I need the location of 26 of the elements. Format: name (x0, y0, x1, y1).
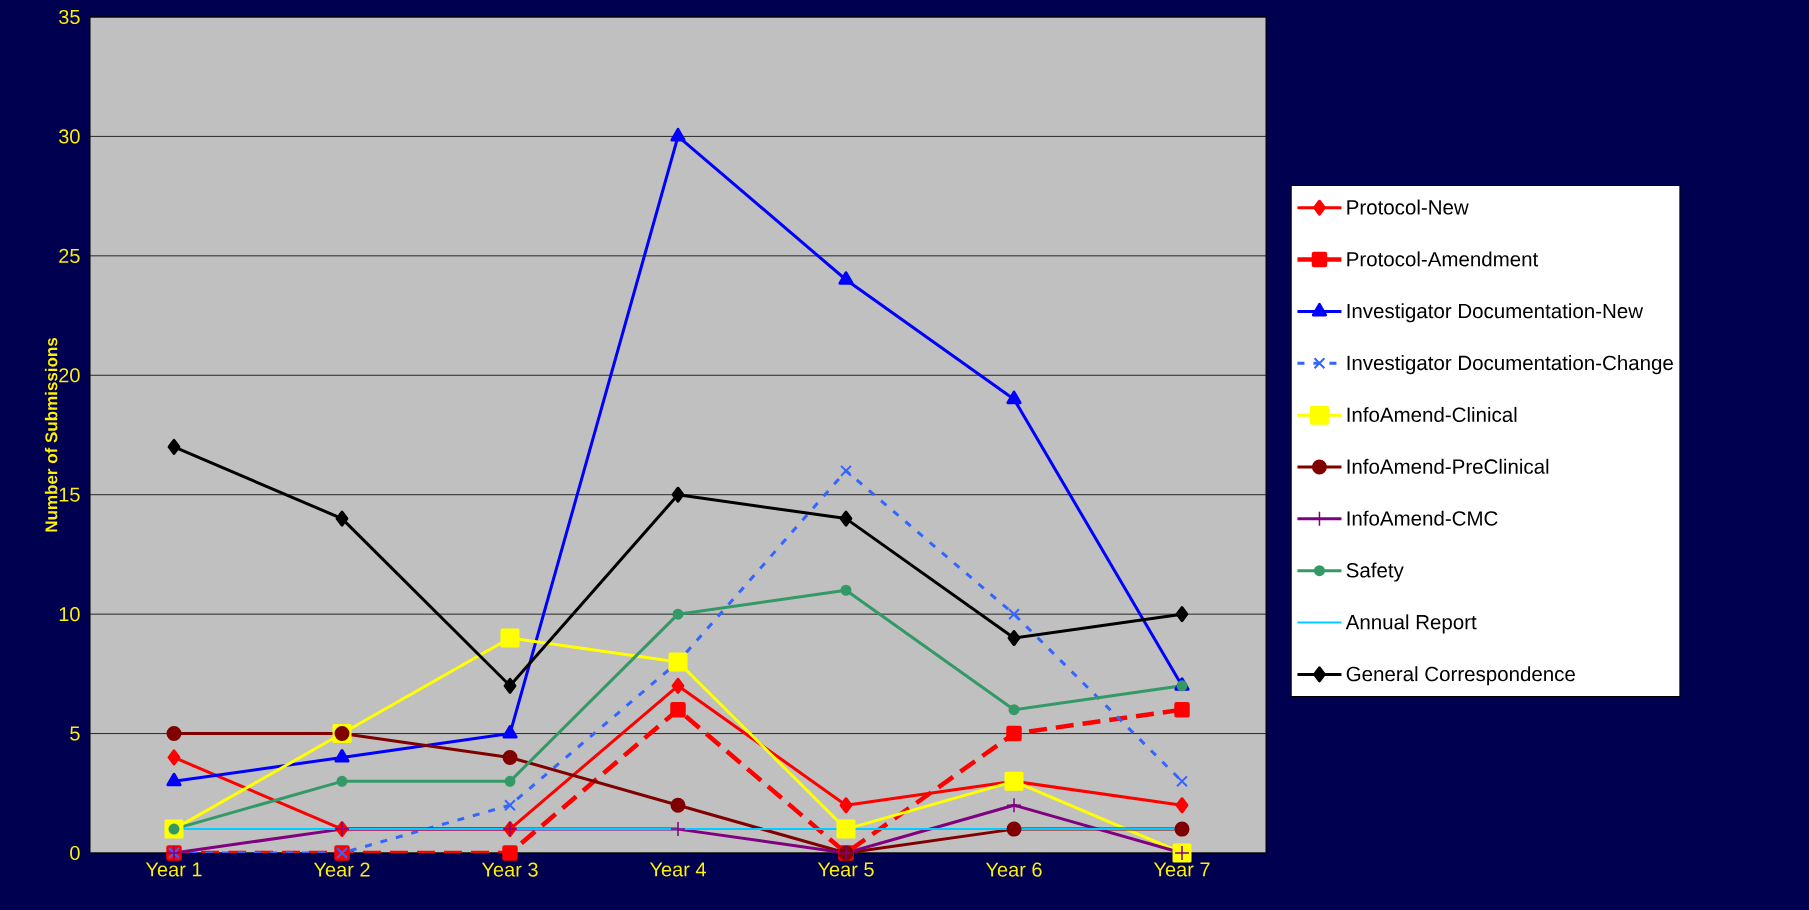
y-tick-label: 10 (59, 607, 80, 622)
legend-label: InfoAmend-CMC (1347, 510, 1498, 526)
y-tick-label: 30 (58, 129, 80, 144)
x-tick-label: Year 6 (985, 862, 1042, 877)
y-tick-label: 35 (58, 9, 80, 25)
legend-label: Investigator Documentation-New (1347, 303, 1644, 323)
y-tick-label: 20 (59, 368, 80, 383)
legend-label: Investigator Documentation-Change (1347, 355, 1673, 375)
x-tick-label: Year 3 (481, 862, 538, 877)
legend-label: Protocol-Amendment (1347, 251, 1539, 267)
y-tick-label: 5 (70, 726, 80, 741)
x-tick-label: Year 2 (313, 862, 370, 877)
x-tick-label: Year 7 (1153, 862, 1210, 877)
y-tick-label: 15 (59, 487, 80, 502)
legend-label: InfoAmend-Clinical (1347, 406, 1517, 423)
legend-label: Protocol-New (1347, 199, 1469, 215)
y-tick-label: 0 (70, 845, 80, 861)
legend-label: Safety (1346, 562, 1404, 582)
legend-label: Annual Report (1345, 614, 1477, 634)
x-tick-label: Year 1 (145, 862, 202, 877)
x-tick-label: Year 4 (649, 862, 706, 877)
y-tick-label: 25 (59, 248, 80, 263)
legend-label: General Correspondence (1346, 666, 1575, 686)
y-axis-title: Number of Submissions (44, 337, 58, 532)
x-tick-label: Year 5 (817, 862, 874, 877)
legend-label: InfoAmend-PreClinical (1347, 458, 1549, 474)
